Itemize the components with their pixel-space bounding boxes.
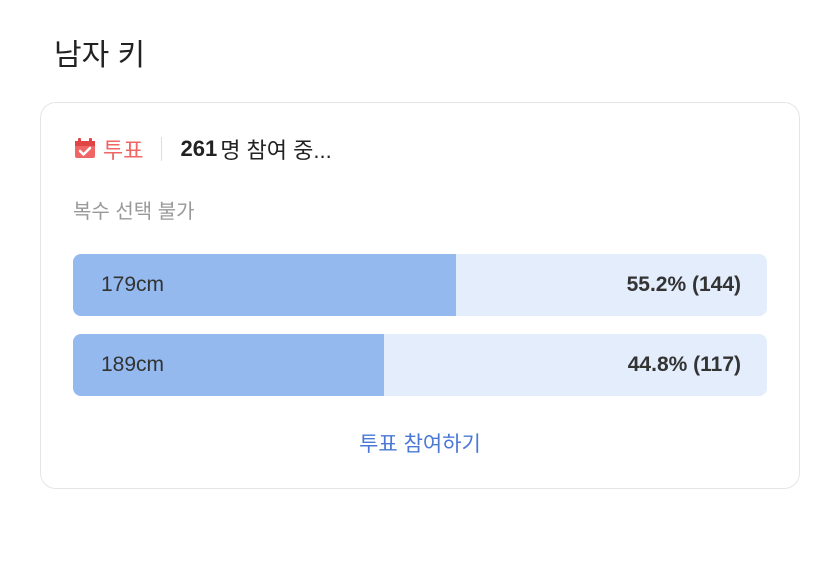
vote-label: 투표 (103, 133, 143, 165)
participant-count: 261 (180, 136, 217, 162)
option-label: 189cm (101, 353, 164, 377)
poll-options: 179cm 55.2% (144) 189cm 44.8% (117) (73, 254, 767, 396)
vote-icon (73, 137, 97, 161)
poll-option[interactable]: 189cm 44.8% (117) (73, 334, 767, 396)
participant-text: 명 참여 중... (220, 133, 332, 165)
poll-option[interactable]: 179cm 55.2% (144) (73, 254, 767, 316)
option-stats: 55.2% (144) (627, 273, 741, 297)
page-title: 남자 키 (54, 30, 800, 74)
option-stats: 44.8% (117) (628, 353, 741, 377)
poll-note: 복수 선택 불가 (73, 195, 767, 224)
header-divider (161, 137, 162, 161)
poll-header: 투표 261 명 참여 중... (73, 133, 767, 165)
poll-card: 투표 261 명 참여 중... 복수 선택 불가 179cm 55.2% (14… (40, 102, 800, 489)
participate-button[interactable]: 투표 참여하기 (73, 414, 767, 462)
option-label: 179cm (101, 273, 164, 297)
